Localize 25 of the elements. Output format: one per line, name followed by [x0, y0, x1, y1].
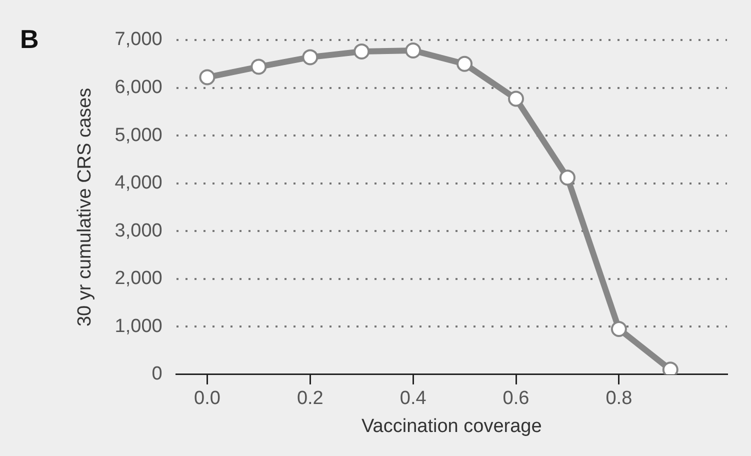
text: B [20, 24, 39, 54]
x-tick-label: 0.6 [502, 388, 530, 410]
x-tick-label: 0.2 [296, 388, 324, 410]
y-tick-label: 7,000 [114, 29, 162, 50]
x-tick-label: 0.4 [400, 388, 427, 410]
x-axis-title: Vaccination coverage [362, 416, 542, 437]
x-tick-label: 0.8 [606, 388, 632, 410]
point [559, 170, 576, 186]
y-tick-label: 2,000 [114, 268, 162, 290]
y-tick-label: 5,000 [114, 124, 162, 146]
x-tick-label: 0.0 [194, 388, 220, 410]
point [250, 58, 267, 75]
y-tick-label: 1,000 [114, 316, 162, 337]
point [405, 42, 422, 59]
point [199, 69, 216, 86]
y-tick-label: 3,000 [114, 220, 162, 242]
y-tick-label: 0 [152, 364, 162, 385]
point [302, 49, 318, 66]
y-axis-title: 30 yr cumulative CRS cases [74, 88, 96, 327]
y-tick-label: 4,000 [114, 172, 162, 194]
point [354, 43, 370, 60]
point [456, 56, 473, 72]
point [610, 321, 627, 338]
y-tick-label: 6,000 [114, 77, 162, 98]
point [508, 90, 524, 107]
